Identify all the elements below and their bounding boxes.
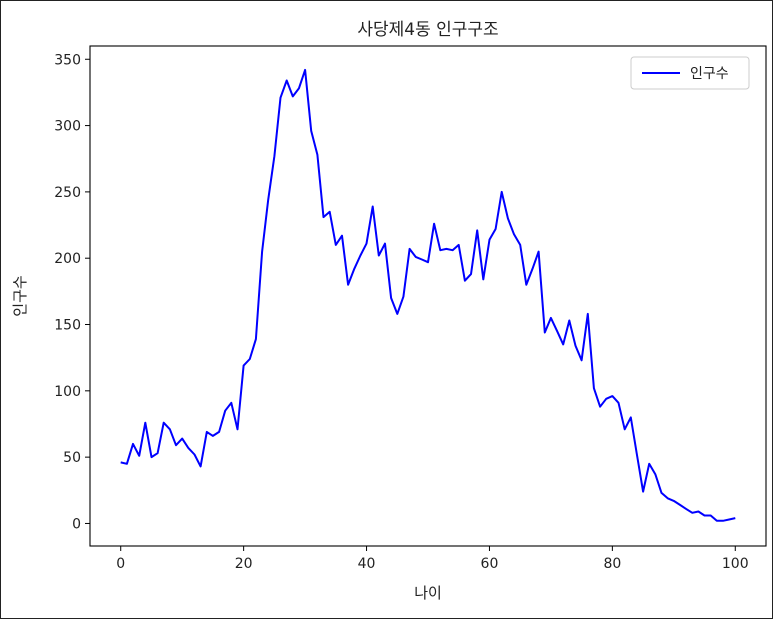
plot-area-border — [89, 45, 767, 547]
x-tick-label: 0 — [116, 556, 125, 572]
legend-label: 인구수 — [690, 66, 729, 82]
y-tick-label: 350 — [54, 52, 81, 68]
tick-layer: 0 20 40 60 80 100 0 50 100 150 200 250 300 350 — [54, 52, 748, 572]
x-tick-label: 20 — [235, 556, 253, 572]
x-axis-label: 나이 — [414, 584, 442, 602]
y-tick-label: 0 — [72, 516, 81, 532]
series-line-인구수 — [120, 68, 736, 522]
x-tick-label: 100 — [722, 556, 749, 572]
x-tick-label: 80 — [603, 556, 621, 572]
y-tick-label: 50 — [63, 450, 81, 466]
legend-box — [630, 56, 750, 90]
plot-area-background — [90, 46, 766, 546]
x-tick-label: 40 — [358, 556, 376, 572]
y-tick-label: 200 — [54, 251, 81, 267]
y-axis-label: 인구수 — [11, 275, 29, 316]
y-tick-label: 100 — [54, 384, 81, 400]
y-tick-label: 150 — [54, 318, 81, 334]
chart-title: 사당제4동 인구구조 — [357, 20, 498, 40]
x-tick-label: 60 — [481, 556, 499, 572]
legend: 인구수 — [630, 56, 750, 90]
y-tick-label: 300 — [54, 119, 81, 135]
y-tick-label: 250 — [54, 185, 81, 201]
